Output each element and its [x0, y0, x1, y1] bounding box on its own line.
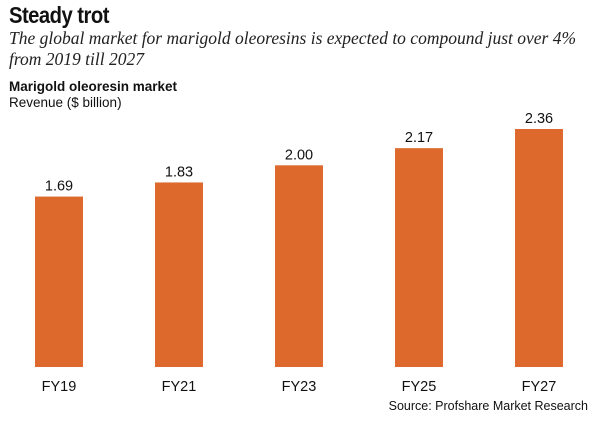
chart-title: Steady trot: [9, 2, 109, 28]
bar-fy19: [35, 196, 83, 367]
x-tick-label-fy19: FY19: [42, 379, 77, 395]
data-label-fy21: 1.83: [165, 164, 193, 180]
x-tick-label-fy23: FY23: [282, 379, 317, 395]
data-label-fy25: 2.17: [405, 130, 433, 146]
data-label-fy23: 2.00: [285, 147, 313, 163]
source-note: Source: Profshare Market Research: [388, 399, 588, 413]
chart-subtitle: The global market for marigold oleoresin…: [9, 28, 577, 69]
y-axis-unit-label: Revenue ($ billion): [9, 95, 122, 110]
x-tick-label-fy25: FY25: [402, 379, 437, 395]
bar-fy21: [155, 182, 203, 367]
data-label-fy19: 1.69: [45, 179, 73, 195]
bar-fy25: [395, 148, 443, 367]
bar-fy27: [515, 129, 563, 367]
chart-label: Marigold oleoresin market: [9, 79, 178, 94]
data-label-fy27: 2.36: [525, 111, 553, 127]
x-tick-label-fy27: FY27: [522, 379, 557, 395]
bar-fy23: [275, 165, 323, 367]
x-tick-label-fy21: FY21: [162, 379, 197, 395]
